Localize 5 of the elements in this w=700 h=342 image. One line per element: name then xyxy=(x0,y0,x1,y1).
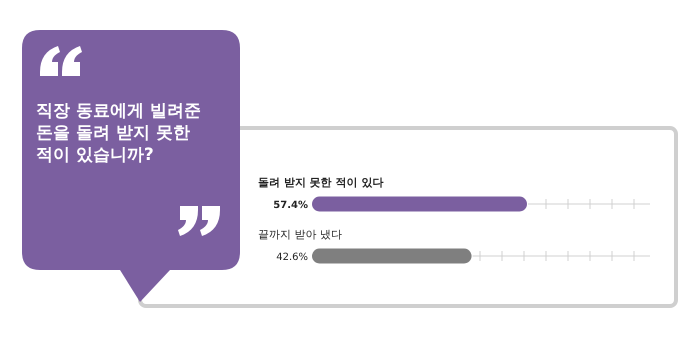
y-tick-label: 끝까지 받아 냈다 xyxy=(258,228,342,241)
data-label: 57.4% xyxy=(273,200,308,211)
data-label: 42.6% xyxy=(276,252,308,263)
y-tick-label: 돌려 받지 못한 적이 있다 xyxy=(258,176,384,189)
text: 직장 동료에게 빌려준 돈을 돌려 받지 못한 적이 있습니까? xyxy=(36,100,202,166)
